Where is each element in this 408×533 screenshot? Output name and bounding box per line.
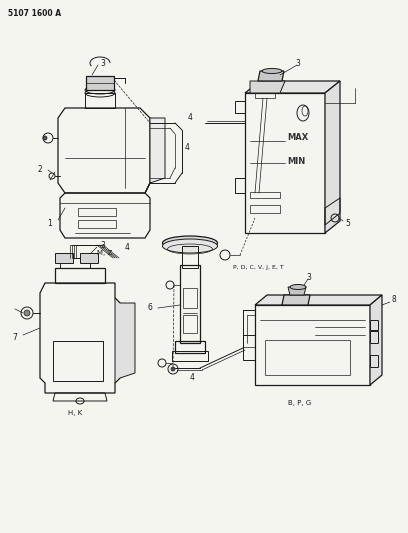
- Bar: [265, 340, 350, 375]
- Text: 8: 8: [392, 295, 397, 304]
- Ellipse shape: [171, 367, 175, 371]
- Text: 4: 4: [125, 244, 130, 253]
- Ellipse shape: [24, 310, 30, 316]
- Text: 6: 6: [147, 303, 152, 312]
- Polygon shape: [245, 81, 340, 93]
- Bar: [250, 192, 280, 198]
- Bar: [78, 220, 116, 228]
- Ellipse shape: [43, 136, 47, 140]
- Bar: [183, 315, 197, 333]
- Bar: [183, 288, 197, 308]
- Text: 3: 3: [295, 59, 300, 68]
- Text: 3: 3: [100, 59, 105, 68]
- Text: 5107 1600 A: 5107 1600 A: [8, 9, 61, 18]
- Text: 3: 3: [306, 272, 311, 281]
- Text: H, K: H, K: [68, 410, 82, 416]
- Ellipse shape: [290, 285, 306, 289]
- Bar: [250, 205, 280, 213]
- Text: MIN: MIN: [287, 157, 305, 166]
- Text: 2: 2: [37, 166, 42, 174]
- Bar: [80, 253, 98, 263]
- Polygon shape: [86, 76, 114, 90]
- Text: 4: 4: [188, 112, 193, 122]
- Polygon shape: [145, 118, 165, 193]
- Bar: [55, 253, 73, 263]
- Polygon shape: [115, 298, 135, 383]
- Ellipse shape: [162, 236, 217, 250]
- Text: 4: 4: [190, 373, 195, 382]
- Ellipse shape: [162, 239, 217, 253]
- Text: 3: 3: [100, 240, 105, 249]
- Bar: [182, 246, 198, 268]
- Ellipse shape: [262, 69, 282, 74]
- Bar: [175, 341, 205, 353]
- Bar: [78, 208, 116, 216]
- Bar: [370, 331, 378, 343]
- Text: MAX: MAX: [287, 133, 308, 142]
- Bar: [172, 351, 208, 361]
- Polygon shape: [255, 295, 382, 305]
- Bar: [370, 320, 378, 330]
- Text: 7: 7: [12, 334, 17, 343]
- Bar: [180, 265, 200, 343]
- Text: 5: 5: [345, 219, 350, 228]
- Text: M, Z: M, Z: [98, 250, 113, 256]
- Bar: [370, 355, 378, 367]
- Polygon shape: [370, 295, 382, 385]
- Polygon shape: [325, 81, 340, 233]
- Polygon shape: [282, 295, 310, 305]
- Bar: [53, 341, 103, 381]
- Text: 1: 1: [47, 219, 52, 228]
- Text: 4: 4: [185, 143, 190, 152]
- Polygon shape: [288, 287, 306, 295]
- Text: B, P, G: B, P, G: [288, 400, 312, 406]
- Text: P, D, C, V, J, E, T: P, D, C, V, J, E, T: [233, 264, 284, 270]
- Polygon shape: [250, 81, 285, 93]
- Polygon shape: [258, 71, 284, 81]
